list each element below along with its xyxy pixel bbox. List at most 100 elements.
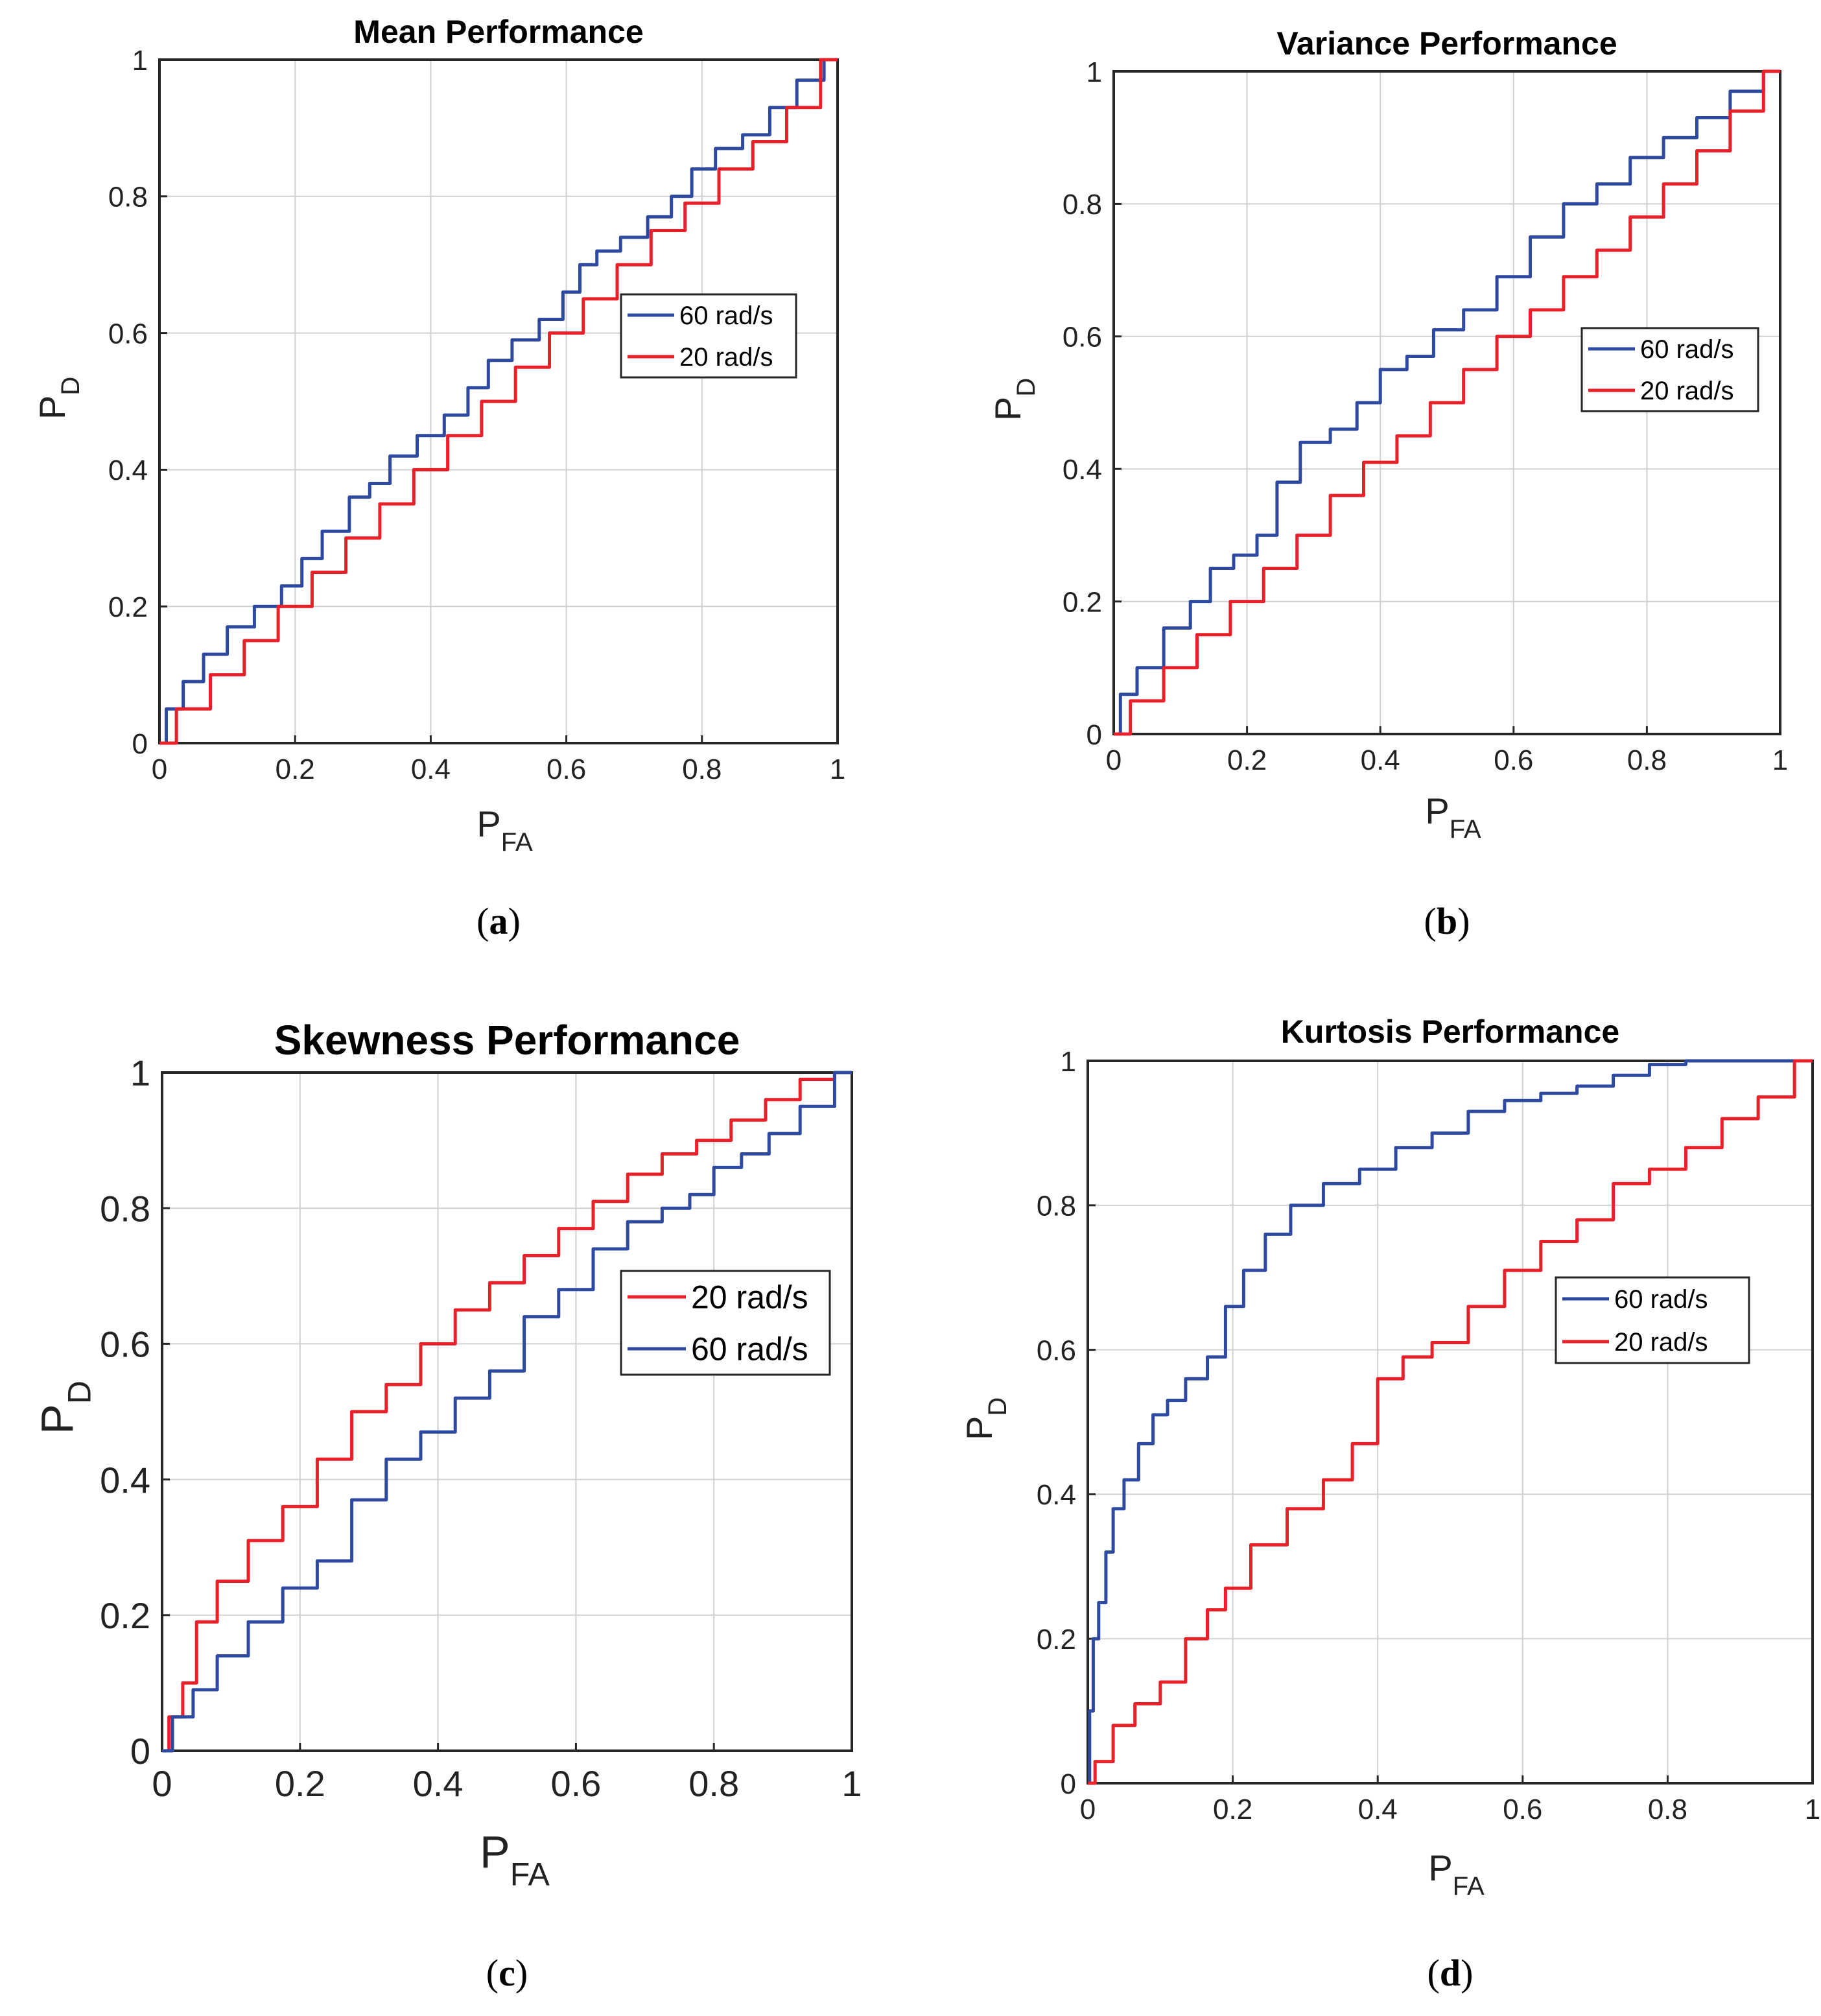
x-tick-label: 0.4 — [1358, 1794, 1398, 1825]
y-axis-label-sub: D — [62, 1381, 98, 1404]
legend-label: 60 rad/s — [1640, 335, 1734, 364]
chart-panel-c: 0 0.2 0.4 0.6 0.8 1 0 0.2 0.4 0.6 0.8 1 Skewness Per… — [32, 1017, 862, 1994]
caption-letter: d — [1440, 1952, 1461, 1994]
chart-title: Skewness Performance — [274, 1017, 740, 1063]
series-line-60-rad-s — [159, 58, 838, 745]
chart-panel-a: 0 0.2 0.4 0.6 0.8 1 0 0.2 0.4 0.6 0.8 1 Mean Perform… — [32, 14, 845, 942]
legend-label: 20 rad/s — [1640, 377, 1734, 405]
x-tick-label: 0.6 — [546, 753, 586, 785]
y-tick-label: 0.8 — [1063, 189, 1102, 220]
x-tick-label: 1 — [841, 1763, 862, 1804]
caption-paren-close: ) — [1461, 1952, 1473, 1994]
y-tick-label: 0.2 — [1037, 1624, 1076, 1655]
y-axis-label-main: P — [987, 397, 1028, 421]
y-tick-label: 0.8 — [1037, 1191, 1076, 1222]
y-axis-label-sub: D — [1012, 378, 1040, 397]
x-tick-label: 0.6 — [550, 1763, 601, 1804]
legend-label: 20 rad/s — [691, 1279, 808, 1316]
y-axis-label-main: P — [32, 396, 73, 420]
legend-box — [1555, 1276, 1750, 1364]
legend-box — [620, 1270, 831, 1376]
panel-caption: (b) — [1424, 900, 1470, 942]
x-tick-label: 0 — [152, 1763, 172, 1804]
legend-label: 60 rad/s — [691, 1331, 808, 1368]
caption-letter: b — [1437, 900, 1457, 942]
y-tick-label: 0.6 — [1037, 1334, 1076, 1366]
x-tick-label: 0.4 — [411, 753, 451, 785]
x-tick-label: 0.6 — [1503, 1794, 1542, 1825]
series-line-20-rad-s — [1114, 69, 1780, 736]
x-axis-label-main: P — [480, 1827, 510, 1877]
x-axis-label-sub: FA — [1450, 815, 1481, 844]
x-tick-label: 0 — [152, 753, 167, 785]
x-axis-label: PFA — [1428, 1847, 1485, 1901]
x-axis-label-main: P — [1425, 790, 1449, 831]
caption-paren-open: ( — [476, 900, 489, 942]
chart-title: Mean Performance — [353, 14, 643, 50]
y-tick-label: 0.2 — [1063, 586, 1102, 618]
axes-box — [1112, 70, 1781, 735]
y-axis-label-main: P — [32, 1404, 82, 1434]
y-tick-label: 0 — [1061, 1768, 1076, 1800]
x-tick-label: 0.8 — [1648, 1794, 1687, 1825]
caption-paren-open: ( — [1427, 1952, 1440, 1994]
caption-letter: a — [489, 900, 508, 942]
x-tick-label: 1 — [830, 753, 845, 785]
legend: 60 rad/s 20 rad/s — [620, 293, 797, 379]
x-tick-label: 0.4 — [1361, 744, 1400, 776]
legend-box — [1580, 327, 1759, 412]
panel-caption: (c) — [486, 1952, 528, 1994]
y-tick-label: 0.4 — [1063, 454, 1102, 486]
y-axis-label: PD — [32, 1381, 98, 1434]
y-tick-label: 0.6 — [1063, 322, 1102, 353]
x-tick-label: 0 — [1106, 744, 1122, 776]
legend-label: 60 rad/s — [679, 302, 773, 330]
y-axis-label-main: P — [959, 1416, 1000, 1440]
y-axis-label-sub: D — [56, 377, 85, 396]
series-line-60-rad-s — [162, 1071, 852, 1753]
x-tick-label: 0 — [1080, 1794, 1096, 1825]
plot-area — [1088, 1061, 1813, 1783]
x-axis-label-sub: FA — [501, 828, 533, 857]
caption-paren-open: ( — [1424, 900, 1437, 942]
series-line-60-rad-s — [1088, 1059, 1813, 1785]
legend: 60 rad/s 20 rad/s — [1555, 1276, 1750, 1364]
y-tick-label: 0 — [1087, 719, 1102, 751]
x-axis-label-sub: FA — [1453, 1872, 1485, 1901]
series-line-20-rad-s — [162, 1071, 852, 1753]
caption-paren-close: ) — [1457, 900, 1470, 942]
x-axis-label: PFA — [1425, 790, 1481, 844]
x-axis-label: PFA — [480, 1827, 550, 1893]
plot-area — [162, 1073, 852, 1751]
legend-label: 20 rad/s — [679, 343, 773, 372]
x-tick-label: 0.2 — [1227, 744, 1267, 776]
y-tick-label: 0.6 — [108, 318, 148, 350]
x-tick-label: 0.2 — [276, 753, 315, 785]
legend: 20 rad/s 60 rad/s — [620, 1270, 831, 1376]
y-tick-label: 0.6 — [100, 1324, 150, 1365]
y-tick-label: 1 — [1061, 1046, 1076, 1078]
x-tick-label: 0.4 — [413, 1763, 464, 1804]
y-tick-label: 0.4 — [108, 455, 148, 486]
y-axis-label: PD — [959, 1397, 1012, 1440]
chart-panel-d: 0 0.2 0.4 0.6 0.8 1 0 0.2 0.4 0.6 0.8 1 Kurtosis Per… — [959, 1014, 1820, 1994]
axes-box — [1087, 1060, 1814, 1785]
y-tick-label: 0.2 — [108, 591, 148, 623]
y-tick-label: 1 — [1087, 56, 1102, 88]
x-tick-label: 0.8 — [682, 753, 722, 785]
x-tick-label: 0.8 — [1627, 744, 1667, 776]
caption-paren-open: ( — [486, 1952, 499, 1994]
caption-letter: c — [499, 1952, 515, 1994]
chart-title: Kurtosis Performance — [1281, 1014, 1619, 1050]
axes-box — [158, 58, 839, 744]
legend-label: 20 rad/s — [1614, 1328, 1708, 1357]
y-axis-label: PD — [987, 378, 1040, 421]
y-tick-label: 0.2 — [100, 1595, 150, 1636]
legend: 60 rad/s 20 rad/s — [1580, 327, 1759, 412]
y-tick-label: 1 — [130, 1052, 150, 1093]
legend-label: 60 rad/s — [1614, 1285, 1708, 1314]
chart-panel-b: 0 0.2 0.4 0.6 0.8 1 0 0.2 0.4 0.6 0.8 1 Variance Per… — [987, 25, 1788, 942]
x-tick-label: 0.6 — [1494, 744, 1533, 776]
y-axis-label-sub: D — [983, 1397, 1012, 1416]
